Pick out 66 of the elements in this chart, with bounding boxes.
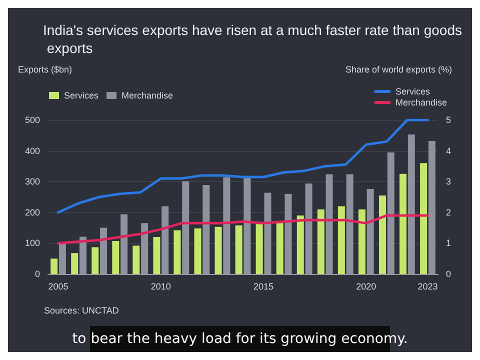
line-series bbox=[57, 118, 429, 214]
bar bbox=[284, 194, 292, 274]
y-tick-label: 400 bbox=[24, 146, 40, 156]
bar bbox=[305, 183, 312, 274]
bar bbox=[378, 195, 386, 274]
y2-tick-label: 0 bbox=[446, 269, 452, 279]
bar bbox=[112, 241, 120, 274]
y-tick-label: 0 bbox=[34, 269, 40, 279]
text: to bear the heavy load for its growing economy. bbox=[72, 331, 408, 347]
bar bbox=[235, 225, 242, 274]
bar bbox=[202, 184, 210, 274]
bar bbox=[244, 176, 251, 274]
source-note: Sources: UNCTAD bbox=[44, 306, 120, 316]
bar bbox=[194, 228, 202, 274]
bar bbox=[408, 134, 415, 274]
y-tick-label: 100 bbox=[24, 238, 40, 248]
y2-tick-label: 4 bbox=[446, 146, 452, 156]
bar bbox=[276, 223, 284, 274]
legend-label: Merchandise bbox=[122, 90, 174, 100]
bar bbox=[346, 174, 354, 274]
bar bbox=[387, 152, 394, 274]
bar bbox=[400, 174, 407, 274]
bar bbox=[153, 237, 160, 274]
bar bbox=[162, 206, 169, 274]
x-tick-label: 2023 bbox=[418, 282, 438, 292]
bar bbox=[223, 177, 230, 274]
bar bbox=[214, 226, 222, 274]
y2-tick-label: 5 bbox=[446, 115, 452, 125]
bar bbox=[428, 140, 436, 274]
y-tick-label: 500 bbox=[24, 115, 40, 125]
legend-label: Services bbox=[395, 86, 430, 96]
bar bbox=[317, 209, 324, 274]
bar bbox=[100, 228, 108, 274]
bar bbox=[174, 230, 181, 274]
bar bbox=[366, 188, 374, 274]
line-series bbox=[57, 214, 429, 244]
legend-label: Merchandise bbox=[395, 98, 448, 108]
bar bbox=[256, 224, 263, 274]
bar bbox=[296, 215, 304, 274]
bar bbox=[92, 247, 99, 274]
bar bbox=[58, 243, 66, 274]
y-tick-label: 300 bbox=[24, 176, 40, 187]
bar bbox=[420, 163, 428, 274]
x-tick-label: 2015 bbox=[254, 282, 274, 292]
bar bbox=[358, 209, 366, 274]
y2-tick-label: 3 bbox=[446, 176, 452, 187]
x-tick-label: 2020 bbox=[356, 282, 376, 292]
x-tick-label: 2010 bbox=[150, 282, 171, 292]
y-tick-label: 200 bbox=[24, 207, 40, 218]
legend-label: Services bbox=[64, 90, 100, 100]
y-axis-title: Exports ($bn) bbox=[18, 64, 72, 74]
bar bbox=[141, 223, 148, 274]
x-tick-label: 2005 bbox=[48, 282, 68, 292]
y2-axis-title: Share of world exports (%) bbox=[345, 64, 452, 74]
bar bbox=[264, 192, 272, 274]
bar bbox=[338, 206, 345, 274]
bar bbox=[71, 253, 78, 274]
y2-tick-label: 2 bbox=[446, 207, 452, 218]
chart-title: India's services exports have risen at a much faster rate than goods exports bbox=[43, 22, 462, 56]
bar bbox=[79, 236, 86, 274]
bar bbox=[50, 258, 58, 274]
y2-tick-label: 1 bbox=[446, 238, 452, 248]
bar bbox=[120, 214, 128, 274]
bar bbox=[132, 246, 140, 274]
bar bbox=[182, 181, 190, 274]
bar bbox=[326, 174, 333, 274]
